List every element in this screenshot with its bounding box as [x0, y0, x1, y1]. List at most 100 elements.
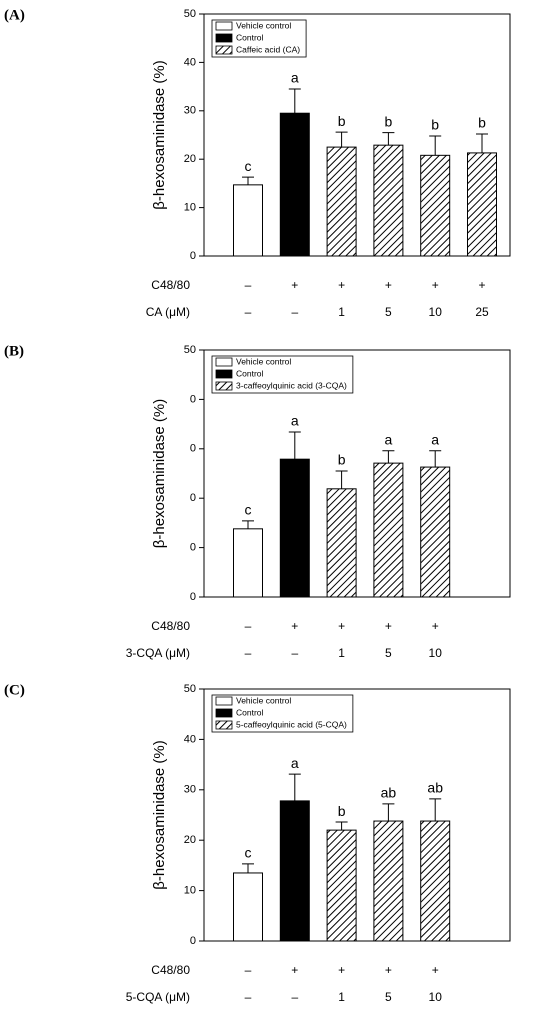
error-bar	[335, 131, 348, 148]
significance-letter: a	[291, 755, 299, 771]
legend-swatch	[215, 45, 233, 55]
row-value: +	[338, 278, 345, 292]
error-bar	[242, 520, 254, 529]
legend-label: Vehicle control	[236, 20, 291, 30]
row-value: +	[338, 963, 345, 977]
bar	[326, 488, 357, 598]
significance-letter: b	[478, 115, 486, 131]
y-tick-label: 50	[184, 683, 196, 695]
row-value: 1	[338, 646, 345, 660]
bar	[420, 820, 451, 942]
row-value: +	[291, 278, 298, 292]
row-value: –	[245, 963, 252, 977]
legend-frame	[211, 19, 307, 58]
significance-letter: a	[431, 431, 439, 447]
row-value: –	[245, 646, 252, 660]
row-label: CA (μM)	[146, 305, 190, 319]
y-tick-label: 0	[190, 393, 196, 405]
bar	[279, 458, 310, 598]
y-tick-label: 50	[184, 344, 196, 356]
bar	[373, 144, 404, 257]
row-value: 5	[385, 305, 392, 319]
error-bar	[382, 803, 395, 822]
bar	[233, 528, 263, 598]
legend-swatch	[215, 708, 233, 718]
plot-frame	[203, 688, 511, 942]
significance-letter: c	[245, 845, 252, 861]
legend-swatch	[215, 381, 233, 391]
y-tick-label: 0	[190, 591, 196, 603]
y-tick-label: 0	[190, 492, 196, 504]
significance-letter: ab	[381, 785, 397, 801]
legend-label: Vehicle control	[236, 356, 291, 366]
legend-swatch	[215, 369, 233, 379]
legend-label: 5-caffeoylquinic acid (5-CQA)	[236, 719, 347, 729]
bar	[420, 466, 451, 598]
y-axis-label: β-hexosaminidase (%)	[151, 399, 168, 549]
row-value: +	[432, 963, 439, 977]
row-value: +	[385, 619, 392, 633]
row-value: –	[291, 305, 298, 319]
legend-frame	[211, 694, 354, 733]
legend-swatch	[215, 21, 233, 31]
y-tick-label: 20	[184, 834, 196, 846]
y-tick-label: 0	[190, 935, 196, 947]
y-axis-label: β-hexosaminidase (%)	[151, 740, 168, 890]
row-value: 5	[385, 646, 392, 660]
error-bar	[429, 450, 442, 468]
row-value: 5	[385, 990, 392, 1004]
bar	[233, 872, 263, 942]
row-value: –	[245, 305, 252, 319]
row-value: +	[385, 278, 392, 292]
plot-frame	[203, 349, 511, 598]
row-value: +	[291, 963, 298, 977]
error-bar	[288, 773, 301, 801]
y-tick-label: 40	[184, 733, 196, 745]
significance-letter: c	[245, 502, 252, 518]
y-tick-label: 0	[190, 443, 196, 455]
row-value: +	[385, 963, 392, 977]
row-value: 10	[429, 305, 443, 319]
row-value: +	[432, 278, 439, 292]
significance-letter: b	[431, 117, 439, 133]
error-bar	[288, 88, 301, 114]
significance-letter: b	[385, 113, 393, 129]
bar	[233, 184, 263, 257]
y-tick-label: 0	[190, 250, 196, 262]
panel-label: (C)	[4, 682, 25, 698]
legend-swatch	[215, 720, 233, 730]
row-value: –	[291, 990, 298, 1004]
legend-label: Caffeic acid (CA)	[236, 44, 300, 54]
y-tick-label: 50	[184, 8, 196, 20]
row-value: 10	[429, 646, 443, 660]
bar	[373, 820, 404, 942]
row-value: –	[245, 278, 252, 292]
error-bar	[335, 470, 348, 489]
significance-letter: b	[338, 803, 346, 819]
bar	[326, 146, 357, 257]
row-value: –	[245, 990, 252, 1004]
y-tick-label: 10	[184, 202, 196, 214]
error-bar	[429, 798, 442, 822]
row-value: +	[478, 278, 485, 292]
row-value: +	[432, 619, 439, 633]
legend-label: Control	[236, 32, 264, 42]
legend-frame	[211, 355, 354, 394]
bar	[373, 462, 404, 598]
significance-letter: a	[385, 431, 393, 447]
error-bar	[382, 450, 395, 464]
significance-letter: a	[291, 413, 299, 429]
bar	[279, 112, 310, 257]
y-axis-label: β-hexosaminidase (%)	[151, 60, 168, 210]
row-label: 3-CQA (μM)	[126, 646, 190, 660]
y-tick-label: 10	[184, 885, 196, 897]
row-label: C48/80	[151, 963, 190, 977]
error-bar	[335, 821, 348, 831]
row-value: 25	[475, 305, 489, 319]
y-tick-label: 30	[184, 784, 196, 796]
bar	[420, 154, 451, 257]
significance-letter: b	[338, 113, 346, 129]
row-value: –	[245, 619, 252, 633]
significance-letter: c	[245, 158, 252, 174]
